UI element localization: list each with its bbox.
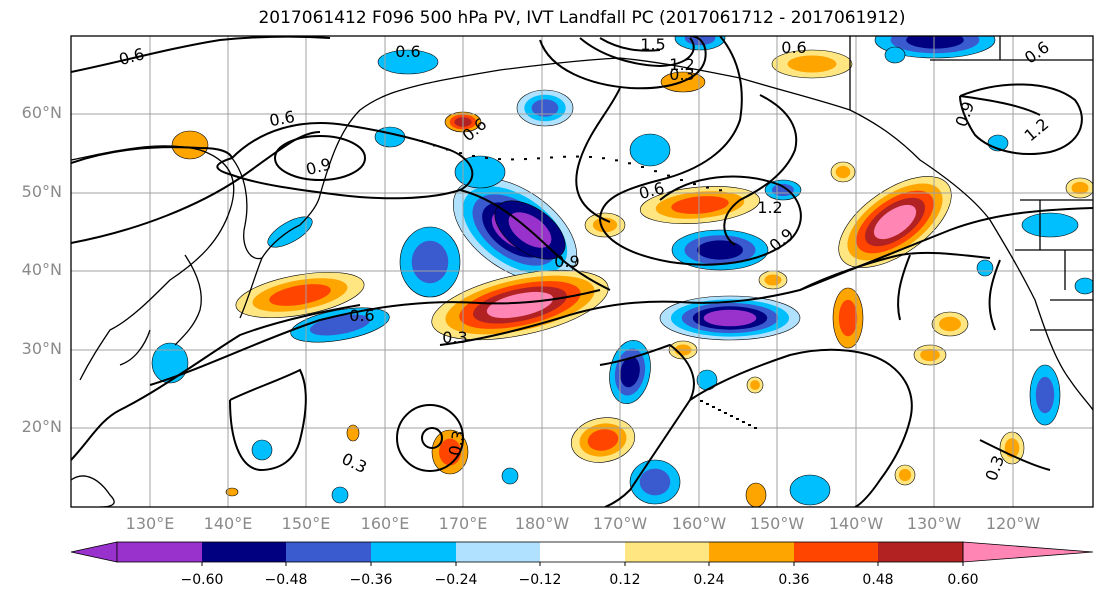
latitude-label: 40°N <box>21 260 62 279</box>
shaded-region <box>835 165 851 179</box>
longitude-label: 140°W <box>828 514 884 533</box>
colorbar-extend-max <box>962 541 1094 563</box>
colorbar-segment <box>878 542 963 562</box>
map-title: 2017061412 F096 500 hPa PV, IVT Landfall… <box>258 8 906 28</box>
colorbar-segment <box>794 542 878 562</box>
contour-label: 0.6 <box>349 306 374 325</box>
colorbar-tick-label: 0.12 <box>609 572 641 588</box>
colorbar-tick-label: −0.60 <box>180 572 224 588</box>
contour-label: 0.6 <box>268 107 296 130</box>
colorbar-segment <box>709 542 794 562</box>
contour-label: 0.3 <box>669 65 694 84</box>
contour-label: 1.5 <box>640 35 665 54</box>
contour-label: 0.3 <box>445 429 468 457</box>
shaded-region <box>225 487 239 497</box>
longitude-label: 160°E <box>360 514 410 533</box>
longitude-label: 170°E <box>438 514 488 533</box>
shaded-region <box>1035 376 1055 414</box>
latitude-label: 60°N <box>21 103 62 122</box>
contour-label: 0.6 <box>395 42 420 61</box>
contour-label: 0.3 <box>442 328 467 347</box>
shaded-region <box>411 240 449 284</box>
shaded-region <box>976 259 994 277</box>
shaded-region <box>873 204 917 240</box>
shaded-region <box>703 309 757 327</box>
colorbar-tick-label: 0.48 <box>862 572 894 588</box>
shaded-region <box>671 196 729 214</box>
colorbar-tick-label: 0.36 <box>778 572 810 588</box>
colorbar-tick-label: −0.36 <box>349 572 393 588</box>
latitude-label: 20°N <box>21 417 62 436</box>
longitude-label: 150°W <box>749 514 805 533</box>
shaded-region <box>1074 277 1093 295</box>
shaded-region <box>1071 181 1089 195</box>
shaded-region <box>906 36 964 49</box>
shaded-region <box>639 468 671 496</box>
longitude-label: 140°E <box>203 514 253 533</box>
contour-label: 1.2 <box>757 198 782 217</box>
contour-labels: 0.6 0.60.6 0.60.90.61.51.20.30.60.91.20.60… <box>117 35 1053 483</box>
colorbar-segment <box>456 542 540 562</box>
longitude-label: 160°W <box>671 514 727 533</box>
colorbar-tick-label: 0.24 <box>693 572 725 588</box>
colorbar-segment <box>625 542 709 562</box>
contour-label: 0.9 <box>554 252 579 271</box>
shaded-region <box>331 486 349 504</box>
contour-label: 0.6 <box>781 38 806 57</box>
contour-label: 1.2 <box>669 55 694 74</box>
shaded-region <box>486 291 554 319</box>
colorbar-segment <box>371 542 456 562</box>
colorbar-tick-label: 0.60 <box>947 572 979 588</box>
colorbar-tick-label: −0.12 <box>518 572 562 588</box>
shaded-region <box>939 316 961 332</box>
shaded-region <box>684 36 716 46</box>
shaded-region <box>789 474 831 506</box>
shaded-region <box>151 342 189 384</box>
shaded-region <box>898 468 912 482</box>
colorbar-tick-label: −0.24 <box>434 572 478 588</box>
colorbar-tick-label: −0.48 <box>264 572 308 588</box>
shaded-region <box>764 274 782 286</box>
map-gridlines <box>71 36 1093 507</box>
colorbar-extend-min <box>70 541 118 563</box>
shaded-region <box>629 133 671 167</box>
longitude-label: 180°W <box>514 514 570 533</box>
latitude-label: 30°N <box>21 339 62 358</box>
longitude-label: 130°W <box>906 514 962 533</box>
pv-contours <box>71 36 1093 507</box>
shaded-region <box>454 155 506 189</box>
shaded-region <box>592 217 618 233</box>
longitude-label: 170°W <box>592 514 648 533</box>
shaded-region <box>920 348 940 362</box>
shaded-region <box>620 356 640 388</box>
shaded-region <box>787 55 837 73</box>
map-frame <box>70 35 1094 508</box>
shaded-region <box>1021 212 1079 238</box>
shaded-region <box>377 49 439 75</box>
shaded-region <box>374 126 406 148</box>
longitude-label: 130°E <box>125 514 175 533</box>
shaded-region <box>750 380 760 390</box>
shaded-region <box>346 424 360 442</box>
colorbar-segment <box>117 542 202 562</box>
shaded-region <box>531 99 559 117</box>
shaded-region <box>697 240 743 260</box>
colorbar-segment <box>286 542 371 562</box>
colorbar-segment <box>202 542 286 562</box>
shaded-region <box>171 130 209 160</box>
shaded-region <box>838 299 858 337</box>
colorbar <box>70 541 1094 566</box>
longitude-label: 150°E <box>281 514 331 533</box>
shaded-region <box>501 467 519 485</box>
shaded-region <box>587 429 619 451</box>
latitude-label: 50°N <box>21 182 62 201</box>
colorbar-segment <box>540 542 625 562</box>
longitude-label: 120°W <box>985 514 1041 533</box>
shaded-region <box>745 482 767 507</box>
shaded-region <box>269 284 331 306</box>
shaded-region <box>251 439 273 461</box>
shaded-region <box>884 46 906 64</box>
